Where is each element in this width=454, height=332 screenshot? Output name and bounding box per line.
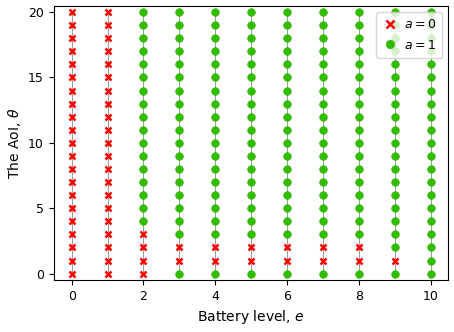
$a = 1$ — [284, 180, 290, 184]
$a = 1$ — [248, 219, 254, 223]
$a = 0$ — [69, 193, 74, 197]
$a = 0$ — [69, 10, 74, 14]
Line: $a = 0$: $a = 0$ — [68, 9, 398, 277]
Y-axis label: The AoI, $\theta$: The AoI, $\theta$ — [5, 107, 23, 179]
$a = 0$ — [392, 259, 397, 263]
$a = 0$ — [141, 259, 146, 263]
$a = 1$ — [320, 115, 326, 119]
$a = 1$ — [141, 219, 146, 223]
$a = 1$ — [177, 272, 182, 276]
$a = 0$ — [105, 141, 110, 145]
$a = 1$ — [212, 36, 218, 40]
$a = 1$ — [320, 272, 326, 276]
$a = 0$ — [69, 245, 74, 249]
Legend: $a = 0$, $a = 1$: $a = 0$, $a = 1$ — [376, 12, 442, 58]
$a = 0$ — [69, 154, 74, 158]
X-axis label: Battery level, $e$: Battery level, $e$ — [197, 308, 305, 326]
$a = 1$ — [141, 10, 146, 14]
$a = 1$ — [141, 49, 146, 53]
$a = 0$ — [69, 272, 74, 276]
Line: $a = 1$: $a = 1$ — [139, 8, 434, 278]
$a = 1$ — [428, 10, 433, 14]
$a = 0$ — [69, 75, 74, 79]
